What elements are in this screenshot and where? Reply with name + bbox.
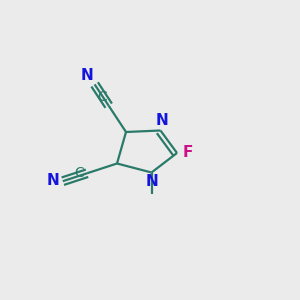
Text: F: F: [182, 145, 193, 160]
Text: N: N: [80, 68, 93, 83]
Text: C: C: [98, 90, 107, 104]
Text: N: N: [146, 174, 158, 189]
Text: C: C: [74, 166, 84, 180]
Text: N: N: [47, 173, 60, 188]
Text: N: N: [156, 113, 168, 128]
